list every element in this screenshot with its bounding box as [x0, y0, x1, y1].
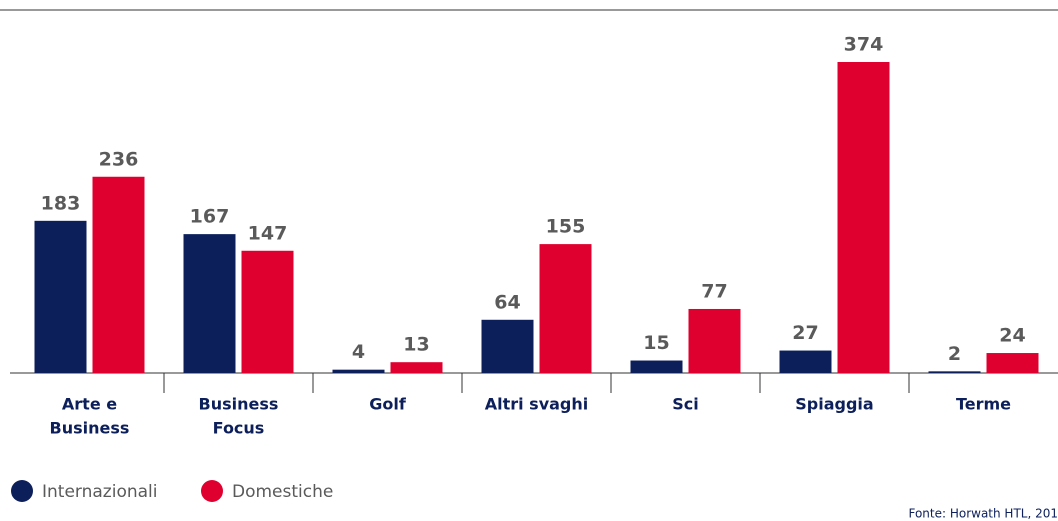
data-label: 2	[948, 343, 961, 365]
bar	[332, 369, 385, 373]
bar	[481, 319, 534, 373]
x-tick-label: Focus	[213, 419, 265, 438]
data-label: 13	[403, 334, 429, 356]
data-label: 4	[352, 341, 365, 363]
data-label: 167	[190, 206, 230, 228]
data-label: 24	[999, 325, 1025, 347]
legend-label: Internazionali	[42, 482, 157, 502]
data-label: 147	[248, 222, 288, 244]
bar	[779, 350, 832, 373]
x-tick-label: Spiaggia	[795, 395, 873, 414]
data-label: 77	[701, 280, 727, 302]
bar	[986, 353, 1039, 373]
bar	[92, 176, 145, 373]
data-label: 155	[546, 216, 586, 238]
data-label: 183	[41, 192, 81, 214]
data-label: 236	[99, 148, 139, 170]
bar	[688, 308, 741, 373]
legend-swatch	[11, 480, 33, 502]
x-tick-label: Terme	[956, 395, 1011, 414]
bar	[837, 62, 890, 373]
x-tick-label: Business	[50, 419, 130, 438]
x-tick-label: Golf	[369, 395, 407, 414]
data-label: 15	[643, 332, 669, 354]
x-tick-label: Arte e	[62, 395, 117, 414]
bar	[539, 244, 592, 373]
x-tick-label: Business	[199, 395, 279, 414]
source: Fonte: Horwath HTL, 201	[908, 507, 1058, 521]
legend-label: Domestiche	[232, 482, 333, 502]
legend-swatch	[201, 480, 223, 502]
bar	[34, 220, 87, 373]
x-tick-label: Altri svaghi	[485, 395, 589, 414]
x-tick-label: Sci	[672, 395, 699, 414]
data-label: 64	[494, 291, 520, 313]
bar	[241, 250, 294, 373]
bar	[928, 371, 981, 373]
data-label: 27	[792, 322, 818, 344]
data-label: 374	[844, 34, 884, 56]
bar	[390, 362, 443, 373]
bar	[183, 234, 236, 373]
bar	[630, 360, 683, 373]
